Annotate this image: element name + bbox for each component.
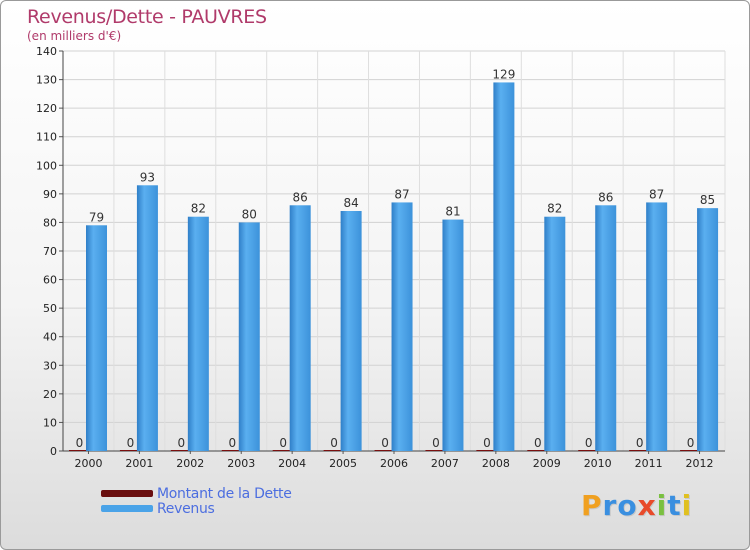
data-label-revenus: 93 xyxy=(140,170,155,184)
data-label-dette: 0 xyxy=(127,436,135,450)
data-label-dette: 0 xyxy=(432,436,440,450)
y-tick-label: 140 xyxy=(36,45,57,58)
bar-dette xyxy=(221,450,243,451)
y-tick-label: 110 xyxy=(36,131,57,144)
data-label-dette: 0 xyxy=(228,436,236,450)
data-label-dette: 0 xyxy=(76,436,84,450)
logo-letter: r xyxy=(602,489,618,522)
bar-revenus xyxy=(646,202,668,451)
logo-letter: t xyxy=(667,489,682,522)
x-tick-label: 2008 xyxy=(482,457,510,470)
legend-swatch-revenus xyxy=(101,505,153,512)
x-tick-label: 2000 xyxy=(74,457,102,470)
y-tick-label: 0 xyxy=(50,445,57,458)
bar-dette xyxy=(476,450,498,451)
legend-label-revenus: Revenus xyxy=(157,501,215,517)
bar-dette xyxy=(425,450,447,451)
y-tick-label: 60 xyxy=(43,274,57,287)
x-tick-label: 2003 xyxy=(227,457,255,470)
logo-letter: i xyxy=(681,489,693,522)
bar-revenus xyxy=(697,208,719,451)
bar-revenus xyxy=(544,216,566,451)
bar-dette xyxy=(578,450,600,451)
y-tick-label: 130 xyxy=(36,74,57,87)
data-label-dette: 0 xyxy=(381,436,389,450)
data-label-revenus: 82 xyxy=(547,202,562,216)
bar-revenus xyxy=(442,219,464,451)
data-label-revenus: 129 xyxy=(492,67,515,81)
data-label-dette: 0 xyxy=(330,436,338,450)
bar-revenus xyxy=(391,202,413,451)
labels: 0 10 20 30 40 50 60 70 80 90 100 110 120 130 140 0 79 200… xyxy=(36,45,715,470)
data-label-revenus: 85 xyxy=(700,193,715,207)
data-label-dette: 0 xyxy=(687,436,695,450)
bar-revenus xyxy=(289,205,311,451)
bar-revenus xyxy=(340,211,362,451)
y-tick-label: 90 xyxy=(43,188,57,201)
x-tick-label: 2004 xyxy=(278,457,306,470)
proxiti-logo: Proxiti xyxy=(581,489,692,522)
data-label-dette: 0 xyxy=(585,436,593,450)
y-tick-label: 80 xyxy=(43,216,57,229)
bar-dette xyxy=(680,450,702,451)
data-label-revenus: 84 xyxy=(343,196,358,210)
data-label-revenus: 81 xyxy=(445,205,460,219)
legend-label-dette: Montant de la Dette xyxy=(157,486,292,502)
y-tick-label: 100 xyxy=(36,159,57,172)
bars xyxy=(69,82,719,452)
y-tick-label: 50 xyxy=(43,302,57,315)
x-tick-label: 2002 xyxy=(176,457,204,470)
x-tick-label: 2012 xyxy=(686,457,714,470)
bar-dette xyxy=(629,450,651,451)
data-label-revenus: 87 xyxy=(394,187,409,201)
legend-swatch-dette xyxy=(101,490,153,497)
y-tick-label: 40 xyxy=(43,331,57,344)
data-label-revenus: 82 xyxy=(191,202,206,216)
logo-letter: i xyxy=(656,489,668,522)
bar-dette xyxy=(170,450,192,451)
x-tick-label: 2010 xyxy=(584,457,612,470)
bar-dette xyxy=(69,450,90,451)
bar-dette xyxy=(323,450,345,451)
bar-dette xyxy=(272,450,294,451)
bar-dette xyxy=(374,450,396,451)
data-label-dette: 0 xyxy=(178,436,186,450)
logo-letter: o xyxy=(617,489,638,522)
data-label-revenus: 80 xyxy=(242,207,257,221)
data-label-revenus: 87 xyxy=(649,187,664,201)
x-tick-label: 2009 xyxy=(533,457,561,470)
x-tick-label: 2007 xyxy=(431,457,459,470)
x-tick-label: 2005 xyxy=(329,457,357,470)
data-label-dette: 0 xyxy=(483,436,491,450)
logo-letter: P xyxy=(581,489,603,522)
y-tick-label: 70 xyxy=(43,245,57,258)
bar-dette xyxy=(119,450,141,451)
bar-revenus xyxy=(238,222,260,451)
x-tick-label: 2001 xyxy=(125,457,153,470)
data-label-dette: 0 xyxy=(636,436,644,450)
chart-subtitle: (en milliers d'€) xyxy=(27,29,122,43)
bar-revenus xyxy=(493,82,515,451)
data-label-revenus: 86 xyxy=(598,190,613,204)
x-tick-label: 2006 xyxy=(380,457,408,470)
data-label-revenus: 86 xyxy=(293,190,308,204)
y-tick-label: 30 xyxy=(43,359,57,372)
data-label-revenus: 79 xyxy=(89,210,104,224)
bar-revenus xyxy=(187,216,209,451)
bar-dette xyxy=(527,450,549,451)
logo-letter: x xyxy=(637,489,657,522)
x-tick-label: 2011 xyxy=(635,457,663,470)
bar-revenus xyxy=(86,225,107,451)
y-tick-label: 10 xyxy=(43,416,57,429)
y-tick-label: 120 xyxy=(36,102,57,115)
y-tick-label: 20 xyxy=(43,388,57,401)
bar-revenus xyxy=(136,185,158,452)
bar-revenus xyxy=(595,205,617,451)
data-label-dette: 0 xyxy=(279,436,287,450)
chart-title: Revenus/Dette - PAUVRES xyxy=(27,6,267,28)
data-label-dette: 0 xyxy=(534,436,542,450)
